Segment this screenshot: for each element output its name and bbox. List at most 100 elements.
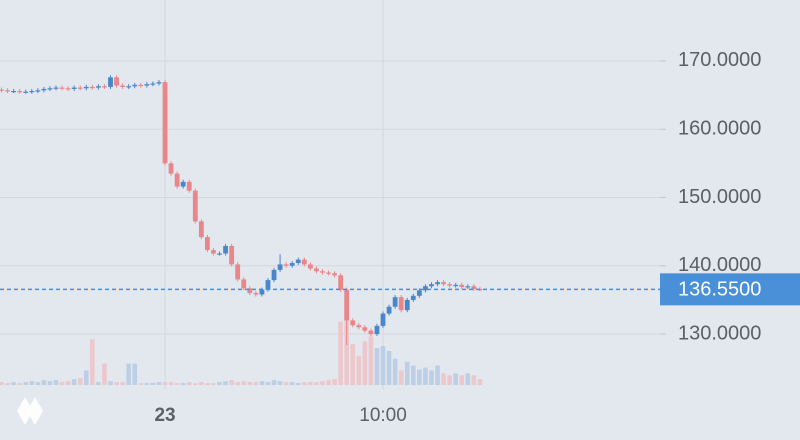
candle-body	[132, 84, 138, 87]
volume-bar	[71, 379, 77, 385]
candle-body	[229, 245, 235, 265]
volume-bar	[283, 382, 289, 385]
candle-body	[441, 282, 446, 285]
volume-bar	[65, 381, 71, 385]
volume-bar	[150, 383, 156, 385]
candle-body	[247, 288, 253, 294]
candle-body	[211, 250, 216, 254]
candle-body	[150, 83, 156, 85]
volume-bar	[404, 361, 410, 385]
volume-bar	[314, 382, 319, 385]
candle-body	[162, 82, 168, 164]
candle-body	[277, 264, 283, 270]
candle-body	[435, 282, 440, 285]
candle-body	[41, 88, 47, 91]
volume-bar	[53, 380, 59, 385]
volume-bar	[441, 373, 446, 385]
volume-bar	[114, 382, 119, 385]
candle-body	[108, 77, 113, 87]
volume-bar	[102, 363, 107, 385]
volume-bar	[223, 381, 228, 385]
volume-bar	[344, 315, 349, 385]
y-tick-label: 140.0000	[678, 254, 761, 276]
candle-body	[404, 299, 410, 311]
volume-bar	[59, 382, 65, 385]
last-price-label: 136.5500	[678, 279, 761, 301]
candle-body	[350, 320, 356, 326]
candle-body	[35, 90, 41, 92]
volume-bar	[47, 381, 53, 385]
volume-bar	[83, 370, 89, 385]
volume-bar	[374, 348, 380, 385]
volume-bar	[332, 379, 337, 385]
volume-bar	[132, 363, 138, 385]
volume-bar	[380, 346, 386, 385]
volume-bar	[453, 373, 458, 385]
candle-body	[168, 163, 174, 174]
candle-body	[429, 284, 434, 287]
volume-bar	[96, 382, 101, 385]
y-tick-label: 130.0000	[678, 322, 761, 344]
candle-body	[344, 289, 350, 321]
volume-bar	[0, 382, 4, 385]
y-tick-label: 150.0000	[678, 186, 761, 208]
candle-body	[217, 253, 222, 255]
volume-bar	[162, 382, 168, 385]
volume-bar	[168, 382, 174, 385]
candle-body	[95, 86, 101, 88]
candle-body	[295, 259, 301, 264]
volume-bar	[435, 365, 440, 385]
candle-body	[459, 284, 465, 287]
volume-bar	[447, 375, 452, 385]
candle-body	[398, 297, 404, 311]
y-tick-label: 170.0000	[678, 49, 761, 71]
candle-body	[192, 190, 198, 222]
logo	[17, 397, 43, 425]
candle-body	[71, 87, 77, 89]
volume-bar	[90, 339, 95, 385]
volume-bar	[5, 383, 10, 385]
volume-bar	[356, 355, 362, 385]
candle-body	[338, 275, 344, 290]
candle-body	[465, 286, 471, 288]
volume-bar	[289, 382, 295, 385]
volume-bar	[192, 383, 198, 385]
candle-body	[368, 330, 374, 335]
candle-body	[138, 84, 144, 87]
volume-bar	[235, 382, 240, 385]
candle-body	[223, 245, 228, 254]
candle-body	[0, 89, 4, 91]
candle-body	[265, 280, 271, 290]
volume-bar	[199, 382, 204, 385]
volume-bar	[271, 380, 277, 385]
volume-bar	[326, 380, 331, 385]
candle-body	[301, 259, 307, 265]
volume-bar	[411, 365, 416, 385]
x-tick-label: 23	[154, 405, 175, 426]
candle-body	[17, 91, 23, 93]
volume-bar	[392, 358, 398, 385]
volume-bar	[29, 381, 35, 385]
candle-body	[289, 263, 295, 266]
volume-bar	[295, 383, 301, 385]
candle-body	[386, 306, 392, 314]
candle-body	[29, 91, 35, 93]
volume-bar	[41, 380, 47, 385]
volume-bar	[35, 382, 41, 385]
candle-body	[59, 87, 65, 89]
candle-body	[77, 87, 83, 89]
volume-bar	[211, 383, 216, 385]
volume-bar	[241, 381, 247, 385]
volume-bar	[253, 382, 259, 385]
volume-bar	[144, 383, 150, 385]
candle-body	[471, 286, 477, 289]
volume-bar	[277, 381, 283, 385]
candle-body	[356, 325, 362, 328]
volume-bar	[423, 367, 428, 385]
candle-body	[180, 181, 186, 187]
volume-bar	[205, 383, 210, 385]
candle-body	[241, 279, 247, 289]
candle-body	[253, 293, 259, 295]
candle-body	[156, 82, 162, 84]
candle-body	[392, 297, 398, 307]
